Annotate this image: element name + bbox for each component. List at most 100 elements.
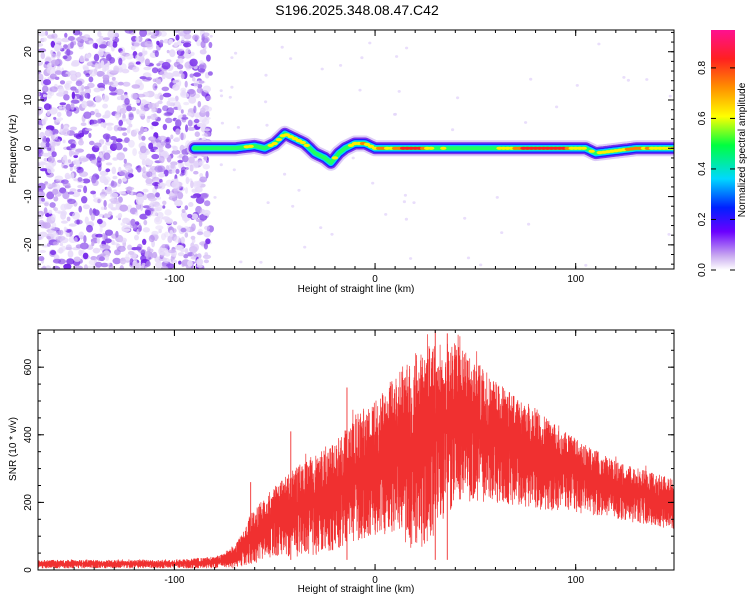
noise-speck (259, 260, 263, 264)
noise-blob (114, 142, 123, 151)
noise-blob (86, 153, 92, 159)
noise-blob (207, 71, 213, 76)
noise-blob (185, 187, 188, 194)
noise-blob (74, 237, 78, 243)
noise-blob (138, 132, 142, 141)
noise-blob (145, 260, 151, 267)
noise-blob (95, 233, 104, 238)
noise-speck (395, 55, 399, 58)
noise-blob (39, 161, 48, 166)
noise-blob (205, 238, 211, 245)
noise-blob (204, 252, 208, 257)
noise-blob (199, 173, 204, 178)
noise-blob (115, 88, 124, 96)
noise-blob (55, 210, 62, 214)
noise-blob (164, 244, 170, 249)
noise-blob (156, 79, 162, 85)
ridge-hotspot (347, 143, 355, 147)
noise-blob (183, 42, 192, 48)
noise-speck (584, 263, 588, 267)
noise-blob (64, 83, 70, 89)
noise-blob (77, 184, 84, 189)
noise-blob (56, 51, 61, 57)
noise-blob (165, 189, 171, 195)
noise-blob (122, 177, 127, 182)
noise-blob (112, 157, 119, 161)
noise-blob (183, 101, 190, 106)
noise-blob (102, 144, 108, 152)
noise-speck (479, 263, 483, 267)
noise-speck (495, 196, 499, 199)
noise-blob (134, 211, 139, 216)
noise-blob (68, 223, 77, 227)
noise-blob (94, 62, 99, 71)
noise-blob (77, 40, 84, 48)
noise-blob (96, 70, 105, 77)
noise-blob (204, 116, 211, 120)
noise-blob (59, 80, 66, 85)
noise-blob (160, 182, 164, 186)
colorbar-ticks: 0.0 0.2 0.4 0.6 0.8 (697, 61, 735, 277)
noise-speck (283, 172, 287, 176)
noise-blob (181, 116, 189, 120)
noise-blob (53, 37, 63, 44)
noise-blob (131, 84, 141, 89)
noise-blob (142, 193, 148, 201)
noise-blob (45, 265, 52, 269)
noise-blob (155, 192, 160, 198)
noise-blob (167, 249, 177, 254)
noise-blob (91, 176, 97, 184)
noise-blob (82, 66, 89, 71)
noise-blob (70, 61, 80, 67)
noise-speck (622, 76, 626, 79)
ridge-hotspot (303, 143, 310, 147)
noise-speck (219, 94, 224, 98)
noise-speck (228, 95, 232, 99)
noise-blob (63, 165, 68, 169)
noise-blob (188, 96, 197, 104)
noise-blob (198, 80, 205, 84)
noise-blob (56, 235, 66, 241)
noise-blob (40, 52, 46, 60)
noise-speck (667, 233, 671, 236)
noise-blob (102, 133, 111, 140)
noise-blob (85, 73, 91, 78)
noise-speck (219, 163, 223, 167)
noise-blob (97, 118, 101, 124)
noise-blob (47, 155, 55, 164)
noise-blob (38, 124, 44, 130)
noise-blob (99, 226, 103, 233)
noise-speck (209, 34, 213, 38)
noise-blob (172, 84, 180, 91)
noise-blob (104, 110, 111, 118)
noise-blob (171, 169, 175, 174)
noise-speck (456, 96, 460, 100)
noise-blob (70, 126, 78, 131)
noise-speck (384, 213, 388, 216)
noise-speck (330, 232, 334, 236)
noise-blob (42, 37, 47, 42)
noise-blob (170, 164, 175, 169)
noise-blob (42, 152, 51, 157)
noise-blob (165, 117, 173, 124)
noise-blob (38, 262, 42, 268)
noise-blob (126, 186, 133, 194)
noise-blob (45, 125, 55, 131)
noise-blob (46, 236, 52, 240)
noise-blob (41, 197, 45, 202)
noise-blob (199, 49, 207, 55)
noise-blob (167, 235, 173, 243)
noise-blob (172, 221, 178, 226)
noise-speck (339, 64, 343, 67)
noise-blob (79, 171, 89, 177)
noise-blob (77, 85, 82, 93)
noise-blob (159, 39, 164, 45)
noise-blob (81, 250, 85, 254)
noise-blob (151, 121, 159, 127)
noise-blob (199, 60, 204, 66)
noise-blob (38, 73, 44, 82)
noise-blob (155, 225, 164, 230)
noise-blob (42, 94, 47, 98)
noise-blob (174, 199, 183, 207)
noise-blob (159, 178, 163, 184)
